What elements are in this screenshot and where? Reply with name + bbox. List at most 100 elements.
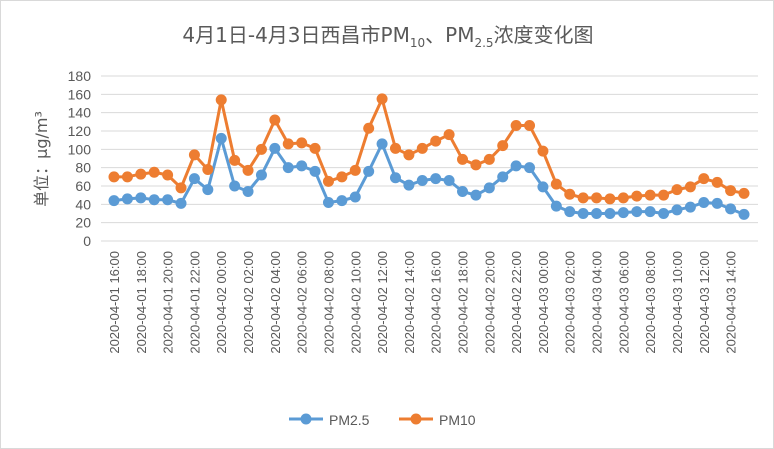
data-point — [483, 182, 495, 194]
data-point — [188, 149, 200, 161]
data-point — [577, 208, 589, 219]
data-point — [188, 173, 200, 185]
data-point — [725, 185, 737, 197]
x-tick-label: 2020-04-03 08:00 — [643, 251, 658, 354]
legend-marker — [300, 413, 312, 425]
data-point — [631, 190, 643, 202]
data-point — [135, 168, 147, 180]
data-point — [738, 208, 750, 220]
data-point — [416, 175, 428, 186]
data-point — [255, 169, 267, 181]
data-point — [255, 143, 267, 155]
data-point — [229, 154, 241, 166]
x-tick-label: 2020-04-02 12:00 — [375, 251, 390, 354]
x-tick-label: 2020-04-02 10:00 — [348, 251, 363, 354]
data-point — [108, 195, 120, 207]
x-tick-label: 2020-04-03 12:00 — [697, 251, 712, 354]
y-tick-label: 100 — [68, 141, 92, 157]
data-point — [591, 192, 603, 204]
data-point — [617, 207, 629, 219]
data-point — [322, 175, 334, 187]
data-point — [497, 140, 509, 152]
data-point — [524, 120, 536, 131]
data-point — [108, 171, 120, 183]
data-point — [175, 197, 187, 209]
data-point — [363, 165, 375, 177]
data-point — [470, 159, 482, 171]
data-point — [644, 189, 656, 201]
data-point — [322, 197, 334, 208]
data-point — [229, 180, 241, 192]
data-point — [698, 173, 710, 185]
data-point — [430, 173, 442, 185]
data-point — [336, 195, 348, 207]
data-point — [510, 160, 522, 172]
data-point — [269, 142, 281, 154]
x-tick-label: 2020-04-02 20:00 — [482, 251, 497, 354]
y-tick-label: 80 — [75, 160, 91, 176]
data-point — [403, 149, 415, 161]
x-tick-label: 2020-04-01 20:00 — [161, 251, 176, 354]
y-tick-label: 140 — [68, 105, 92, 121]
data-point — [349, 191, 361, 203]
data-point — [470, 189, 482, 201]
data-point — [457, 186, 469, 197]
data-point — [242, 164, 254, 176]
x-tick-label: 2020-04-03 06:00 — [616, 251, 631, 354]
data-point — [684, 181, 696, 193]
data-point — [269, 114, 281, 126]
data-point — [631, 206, 643, 218]
data-point — [564, 206, 576, 218]
data-point — [416, 142, 428, 154]
data-point — [564, 188, 576, 200]
data-point — [577, 192, 589, 204]
data-point — [282, 162, 294, 174]
y-tick-label: 60 — [75, 178, 91, 194]
x-tick-label: 2020-04-03 02:00 — [563, 251, 578, 354]
data-point — [658, 189, 670, 201]
data-point — [550, 178, 562, 190]
data-point — [389, 172, 401, 184]
data-point — [443, 175, 455, 186]
data-point — [497, 171, 509, 183]
data-point — [148, 194, 160, 206]
data-point — [537, 181, 549, 193]
x-tick-label: 2020-04-03 04:00 — [590, 251, 605, 354]
data-point — [443, 129, 455, 141]
x-tick-label: 2020-04-01 16:00 — [107, 251, 122, 354]
data-point — [430, 135, 442, 147]
data-point — [309, 165, 321, 177]
data-point — [202, 184, 214, 196]
data-point — [175, 182, 187, 194]
data-point — [215, 132, 227, 144]
data-point — [162, 169, 174, 181]
data-point — [711, 197, 723, 209]
data-point — [336, 171, 348, 183]
x-tick-label: 2020-04-02 14:00 — [402, 251, 417, 354]
x-tick-label: 2020-04-02 16:00 — [429, 251, 444, 354]
data-point — [282, 138, 294, 150]
legend-label: PM2.5 — [329, 412, 370, 428]
x-tick-label: 2020-04-03 00:00 — [536, 251, 551, 354]
data-point — [242, 186, 254, 197]
y-tick-label: 180 — [68, 68, 92, 84]
data-point — [148, 166, 160, 178]
data-point — [215, 94, 227, 106]
data-point — [296, 160, 308, 172]
legend-label: PM10 — [439, 412, 476, 428]
data-point — [121, 193, 133, 205]
x-tick-label: 2020-04-01 18:00 — [134, 251, 149, 354]
data-point — [162, 194, 174, 206]
data-point — [604, 193, 616, 205]
y-axis-label: 单位：μg/m³ — [32, 111, 51, 207]
x-tick-label: 2020-04-03 10:00 — [670, 251, 685, 354]
data-point — [725, 203, 737, 215]
data-point — [617, 192, 629, 204]
x-tick-label: 2020-04-01 22:00 — [187, 251, 202, 354]
data-point — [457, 153, 469, 165]
data-point — [604, 208, 616, 219]
x-tick-label: 2020-04-02 22:00 — [509, 251, 524, 354]
data-point — [376, 138, 388, 150]
data-point — [698, 197, 710, 208]
